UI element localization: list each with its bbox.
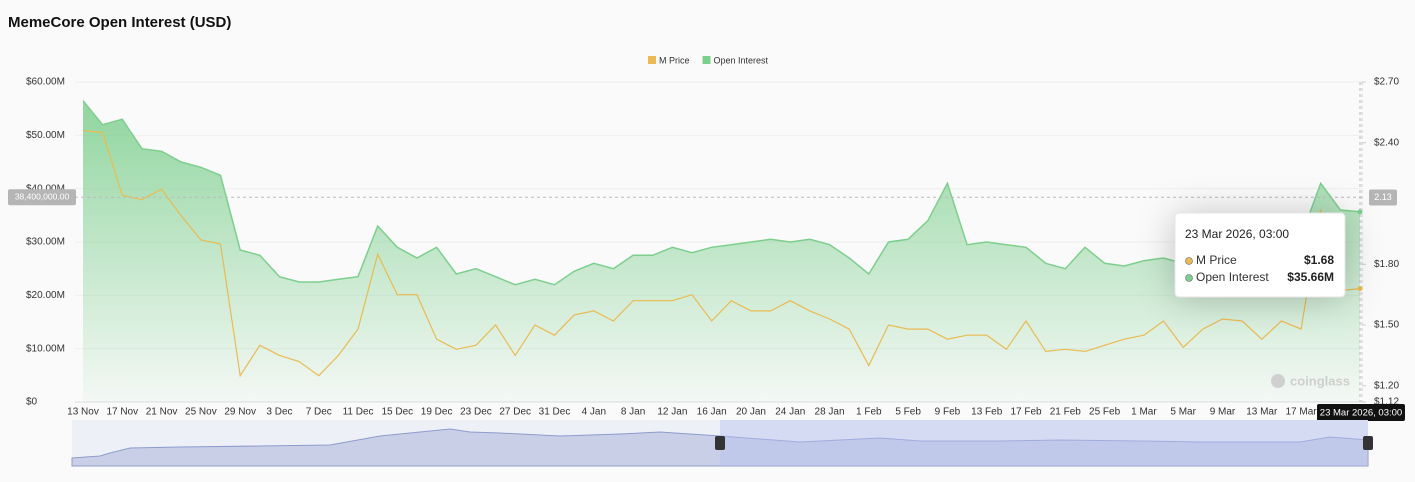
watermark: coinglass: [1290, 373, 1350, 388]
x-tick-label: 3 Dec: [266, 407, 292, 418]
x-tick-label: 1 Feb: [856, 407, 882, 418]
x-tick-label: 27 Dec: [499, 407, 531, 418]
tooltip-title: 23 Mar 2026, 03:00: [1185, 227, 1289, 241]
x-tick-label: 16 Jan: [697, 407, 727, 418]
x-tick-label: 13 Nov: [67, 407, 99, 418]
navigator-selection[interactable]: [720, 420, 1368, 466]
tooltip-box: [1174, 212, 1346, 298]
x-tick-label: 20 Jan: [736, 407, 766, 418]
tooltip-value: $1.68: [1304, 253, 1334, 267]
crosshair-label: 38,400,000.00: [15, 191, 70, 201]
line: [82, 100, 1361, 286]
x-tick-label: 19 Dec: [421, 407, 453, 418]
tooltip-dot: [1185, 257, 1193, 265]
x-tick-label: 13 Mar: [1246, 407, 1278, 418]
crosshair-y2-label: 2.13: [1374, 192, 1392, 202]
x-tick-label: 7 Dec: [306, 407, 332, 418]
watermark-icon: [1271, 374, 1285, 388]
x-hover-label: 23 Mar 2026, 03:00: [1320, 408, 1402, 419]
y2-tick-label: $1.20: [1374, 380, 1399, 391]
x-tick-label: 1 Mar: [1131, 407, 1157, 418]
y2-tick-label: $1.80: [1374, 259, 1399, 270]
legend-swatch: [702, 56, 711, 64]
hover-dot: [1357, 286, 1363, 292]
tooltip-dot: [1185, 274, 1193, 282]
x-tick-label: 11 Dec: [343, 407, 374, 418]
legend-swatch: [648, 56, 656, 64]
x-tick-label: 9 Mar: [1210, 407, 1236, 418]
y2-tick-label: $1.12: [1374, 397, 1399, 408]
x-tick-label: 17 Mar: [1285, 407, 1317, 418]
x-tick-label: 21 Nov: [146, 407, 178, 418]
line: [82, 130, 1361, 378]
x-tick-label: 9 Feb: [935, 407, 961, 418]
y-tick-label: $60.00M: [26, 77, 65, 88]
x-tick-label: 4 Jan: [582, 407, 606, 418]
tooltip-value: $35.66M: [1287, 270, 1334, 284]
navigator: [71, 420, 1373, 467]
x-tick-label: 5 Mar: [1170, 407, 1196, 418]
x-tick-label: 13 Feb: [971, 407, 1003, 418]
x-tick-label: 15 Dec: [381, 407, 413, 418]
tooltip-name: M Price: [1196, 253, 1237, 267]
tooltip-name: Open Interest: [1196, 270, 1269, 284]
y2-tick-label: $1.50: [1374, 320, 1399, 331]
navigator-handle[interactable]: [1363, 436, 1373, 450]
x-tick-label: 24 Jan: [775, 407, 805, 418]
crosshair-y2-bg: [1369, 189, 1397, 206]
x-hover-bg: [1317, 404, 1405, 421]
tooltip: 23 Mar 2026, 03:00 M Price $1.68 Open Inter…: [1174, 212, 1346, 298]
area: [83, 100, 1360, 402]
x-tick-label: 17 Nov: [106, 407, 138, 418]
chart-title: MemeCore Open Interest (USD): [8, 14, 231, 31]
crosshair-label-bg: [8, 189, 76, 206]
x-tick-label: 21 Feb: [1050, 407, 1082, 418]
x-tick-label: 28 Jan: [815, 407, 845, 418]
y-tick-label: $40.00M: [26, 183, 65, 194]
navigator-handle[interactable]: [715, 436, 725, 450]
legend-label: M Price: [659, 55, 690, 65]
y2-tick-label: $2.70: [1374, 77, 1399, 88]
y-tick-label: $30.00M: [26, 237, 65, 248]
x-tick-label: 8 Jan: [621, 407, 645, 418]
x-tick-label: 5 Feb: [895, 407, 921, 418]
y-tick-label: $20.00M: [26, 290, 65, 301]
hover-dot: [1357, 209, 1363, 215]
y-tick-label: $50.00M: [26, 130, 65, 141]
x-tick-label: 31 Dec: [539, 407, 571, 418]
x-tick-label: 25 Nov: [185, 407, 217, 418]
plot: $0 $10.00M $20.00M $30.00M $40.00M $50.00M $60…: [8, 55, 1405, 421]
x-tick-label: 25 Feb: [1089, 407, 1121, 418]
x-tick-label: 17 Feb: [1010, 407, 1042, 418]
y-tick-label: $10.00M: [26, 343, 65, 354]
x-tick-label: 23 Dec: [460, 407, 492, 418]
legend-label: Open Interest: [714, 55, 769, 65]
x-tick-label: 29 Nov: [224, 407, 256, 418]
y2-tick-label: $2.40: [1374, 137, 1399, 148]
x-tick-label: 12 Jan: [657, 407, 687, 418]
y-tick-label: $0: [26, 397, 38, 408]
